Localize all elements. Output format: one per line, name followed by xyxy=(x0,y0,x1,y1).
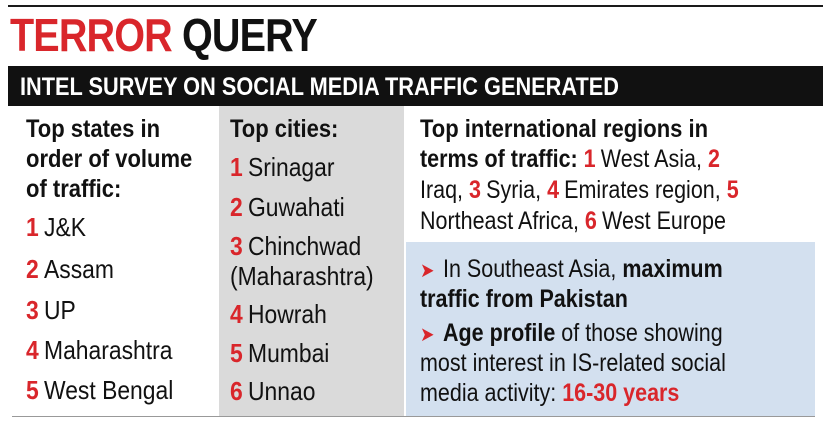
list-item: 4 Maharashtra xyxy=(26,335,172,365)
item-name: Srinagar xyxy=(248,152,335,182)
item-name: Unnao xyxy=(248,376,316,406)
item-name: Chinchwad xyxy=(248,231,362,261)
headline: TERROR QUERY xyxy=(10,9,318,61)
states-panel xyxy=(12,106,217,416)
headline-red: TERROR xyxy=(10,9,173,61)
item-number: 5 xyxy=(230,338,243,368)
states-heading-line-1: Top states in xyxy=(26,115,161,143)
international-line-2: Iraq, 3 Syria, 4 Emirates region, 5 xyxy=(420,175,744,205)
region-name: West Asia, xyxy=(600,145,702,173)
international-line-1: terms of traffic: 1 West Asia, 2 xyxy=(420,144,725,174)
banner: INTEL SURVEY ON SOCIAL MEDIA TRAFFIC GEN… xyxy=(8,66,823,106)
item-name: UP xyxy=(44,295,76,325)
bottom-rule xyxy=(12,416,815,417)
list-item: 1 Srinagar xyxy=(230,152,335,182)
cities-heading: Top cities: xyxy=(230,115,339,143)
list-item: (Maharashtra) xyxy=(230,261,374,291)
item-number: 6 xyxy=(230,376,243,406)
list-item: 2 Assam xyxy=(26,254,114,284)
item-name: West Bengal xyxy=(44,375,174,405)
list-item: 1 J&K xyxy=(26,212,86,242)
arrow-icon: ➤ xyxy=(420,260,435,282)
item-number: 3 xyxy=(230,231,243,261)
item-name: (Maharashtra) xyxy=(230,261,374,291)
list-item: 5 Mumbai xyxy=(230,338,329,368)
list-item: 3 UP xyxy=(26,295,76,325)
item-number: 4 xyxy=(26,335,39,365)
region-name: West Europe xyxy=(602,207,726,235)
top-rule xyxy=(8,5,823,7)
note-1-plain: In Southeast Asia, xyxy=(443,255,617,283)
international-heading: Top international regions in xyxy=(420,115,709,143)
international-heading-2: terms of traffic: xyxy=(420,145,578,173)
note-2-plain: media activity: xyxy=(420,379,557,407)
note-2-bold: Age profile xyxy=(443,319,556,347)
item-number: 1 xyxy=(26,212,39,242)
age-range-value: 16-30 years xyxy=(562,379,680,407)
region-name: Northeast Africa, xyxy=(420,207,579,235)
item-number: 3 xyxy=(26,295,39,325)
list-item: 6 Unnao xyxy=(230,376,315,406)
states-heading-line-3: of traffic: xyxy=(26,175,122,203)
states-heading-line-2: order of volume xyxy=(26,145,193,173)
banner-text: INTEL SURVEY ON SOCIAL MEDIA TRAFFIC GEN… xyxy=(20,73,619,101)
item-number: 1 xyxy=(230,152,243,182)
list-item: 5 West Bengal xyxy=(26,375,173,405)
item-name: Guwahati xyxy=(248,192,345,222)
international-line-3: Northeast Africa, 6 West Europe xyxy=(420,206,726,236)
arrow-icon: ➤ xyxy=(420,324,435,346)
item-name: Howrah xyxy=(248,299,327,329)
item-number: 6 xyxy=(584,207,597,235)
notes-panel xyxy=(406,242,815,416)
item-name: Maharashtra xyxy=(44,335,173,365)
item-number: 4 xyxy=(230,299,243,329)
item-number: 5 xyxy=(26,375,39,405)
note-2-line-3: media activity: 16-30 years xyxy=(420,378,679,408)
headline-black: QUERY xyxy=(182,9,318,61)
item-number: 1 xyxy=(583,145,596,173)
item-number: 2 xyxy=(26,254,39,284)
region-name: Syria, xyxy=(486,176,542,204)
list-item: 2 Guwahati xyxy=(230,192,345,222)
region-name: Emirates region, xyxy=(564,176,721,204)
note-2-line-1: ➤ Age profile of those showing xyxy=(420,318,723,350)
item-number: 2 xyxy=(230,192,243,222)
note-2-line-2: most interest in IS-related social xyxy=(420,349,726,377)
list-item: 4 Howrah xyxy=(230,299,327,329)
item-number: 5 xyxy=(726,176,739,204)
item-number: 4 xyxy=(547,176,560,204)
region-name: Iraq, xyxy=(420,176,464,204)
note-2-plain: of those showing xyxy=(561,319,723,347)
item-number: 2 xyxy=(707,145,720,173)
item-name: J&K xyxy=(44,212,86,242)
note-1-line-2: traffic from Pakistan xyxy=(420,285,628,313)
note-1-bold: maximum xyxy=(622,255,723,283)
note-1-line-1: ➤ In Southeast Asia, maximum xyxy=(420,254,723,286)
item-name: Assam xyxy=(44,254,114,284)
cities-panel xyxy=(219,106,404,416)
item-name: Mumbai xyxy=(248,338,330,368)
item-number: 3 xyxy=(469,176,481,204)
list-item: 3 Chinchwad xyxy=(230,231,361,261)
